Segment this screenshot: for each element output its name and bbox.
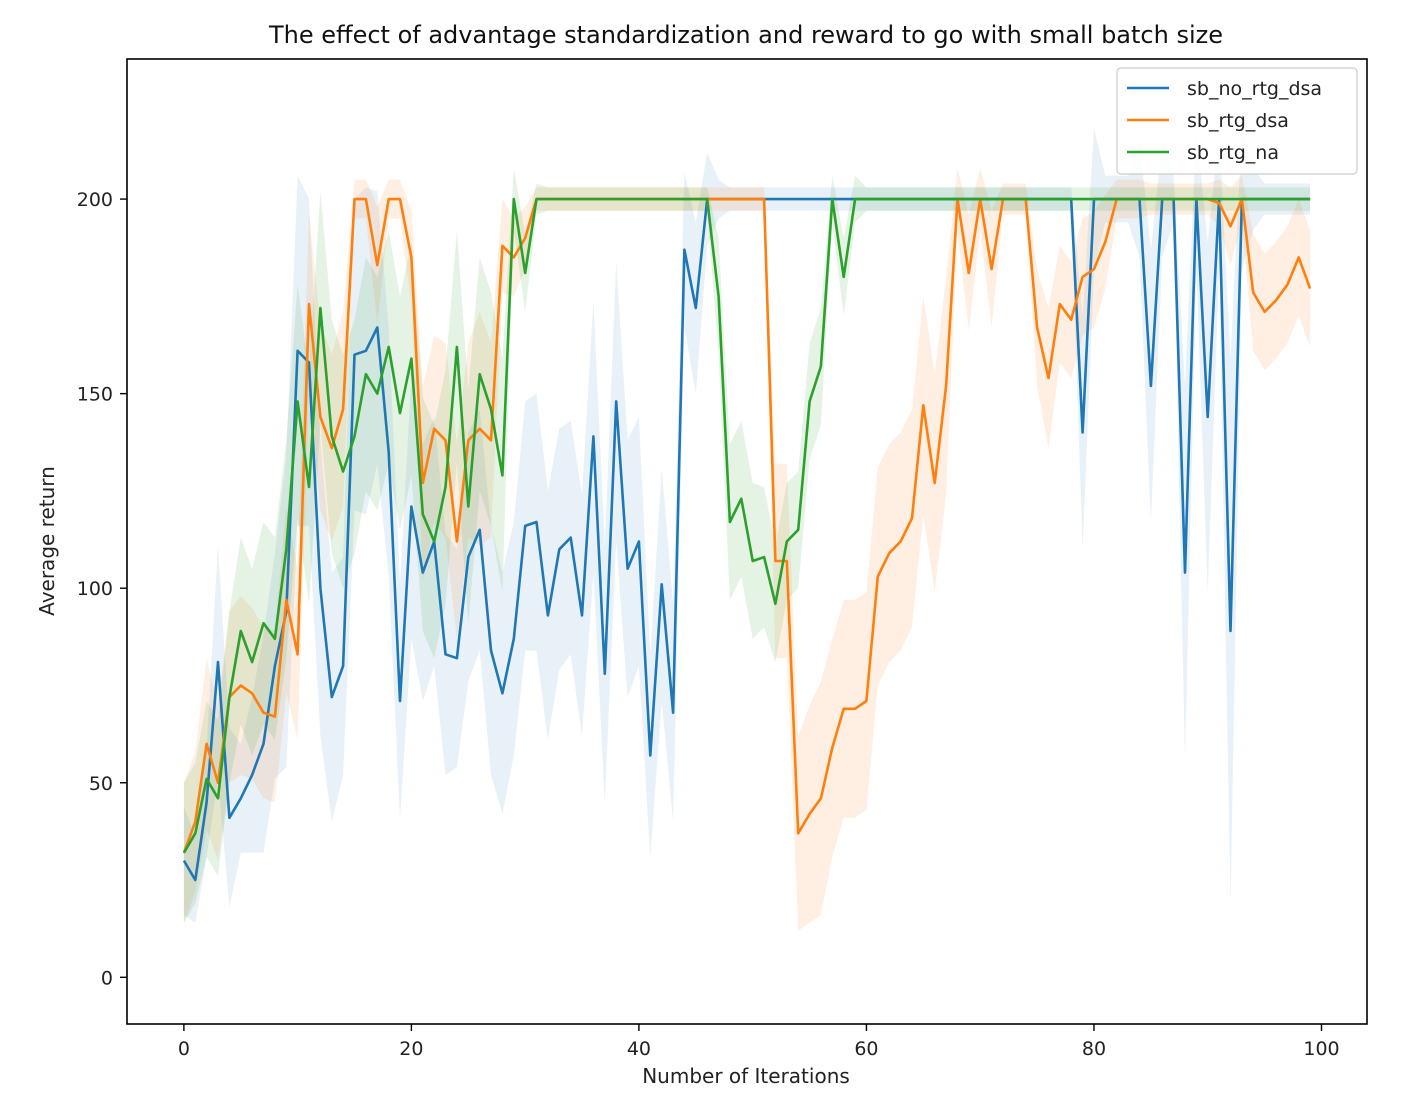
legend-label-sb_no_rtg_dsa: sb_no_rtg_dsa — [1187, 78, 1322, 100]
series-lines — [182, 197, 1312, 882]
x-axis-ticks: 0 20 40 60 80 100 — [178, 1024, 1340, 1060]
chart-title: The effect of advantage standardization … — [268, 21, 1223, 49]
y-axis-ticks: 0 50 100 150 200 — [77, 189, 127, 989]
band-sb_rtg_na — [183, 168, 1311, 923]
legend-label-sb_rtg_na: sb_rtg_na — [1187, 142, 1279, 164]
legend-label-sb_rtg_dsa: sb_rtg_dsa — [1187, 110, 1289, 132]
y-tick-label: 200 — [77, 189, 113, 211]
legend-box — [1116, 67, 1358, 175]
x-tick-label: 20 — [399, 1038, 423, 1060]
y-axis-label: Average return — [35, 466, 59, 616]
x-tick-label: 100 — [1303, 1038, 1339, 1060]
plot-frame — [126, 58, 1368, 1025]
y-tick-label: 150 — [77, 384, 113, 406]
x-tick-label: 0 — [178, 1038, 190, 1060]
x-tick-label: 60 — [854, 1038, 878, 1060]
y-tick-label: 0 — [101, 967, 113, 989]
legend: sb_no_rtg_dsa sb_rtg_dsa sb_rtg_na — [1116, 67, 1358, 175]
line-sb_rtg_na — [182, 197, 1311, 854]
y-tick-label: 100 — [77, 578, 113, 600]
y-tick-label: 50 — [89, 773, 113, 795]
x-axis-label: Number of Iterations — [642, 1064, 850, 1088]
x-tick-label: 80 — [1082, 1038, 1106, 1060]
x-tick-label: 40 — [627, 1038, 651, 1060]
